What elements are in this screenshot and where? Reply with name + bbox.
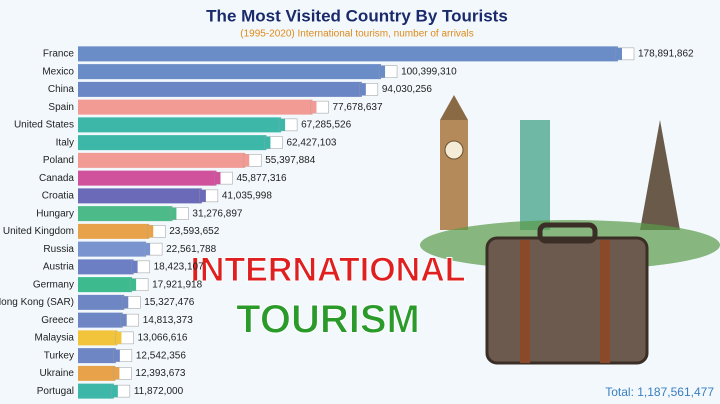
y-tick-label: Malaysia	[35, 333, 75, 344]
flag-stripe	[130, 278, 137, 291]
flag-stripe	[131, 260, 138, 273]
suitcase-handle	[537, 222, 598, 244]
y-tick-label: Hong Kong (SAR)	[0, 297, 74, 308]
y-tick-label: China	[48, 84, 75, 95]
y-tick-label: Germany	[33, 279, 74, 290]
value-label: 15,327,476	[144, 297, 194, 308]
y-tick-label: Croatia	[42, 191, 75, 202]
flag-stripe	[243, 154, 250, 167]
value-label: 18,423,107	[154, 262, 204, 273]
y-tick-label: Ukraine	[40, 368, 75, 379]
tower	[440, 120, 468, 230]
strap	[600, 240, 610, 363]
tower-roof	[440, 95, 468, 120]
flag-stripe	[113, 349, 120, 362]
flag-stripe	[359, 83, 366, 96]
y-tick-label: United Kingdom	[3, 226, 74, 237]
value-label: 17,921,918	[152, 279, 202, 290]
flag-stripe	[113, 367, 120, 380]
value-label: 67,285,526	[301, 120, 351, 131]
value-label: 45,877,316	[236, 173, 286, 184]
statue	[520, 120, 550, 230]
bar	[78, 99, 313, 115]
flag-stripe	[144, 243, 151, 256]
bar	[78, 117, 282, 133]
value-label: 94,030,256	[382, 84, 432, 95]
y-tick-label: Greece	[41, 315, 74, 326]
value-label: 41,035,998	[222, 191, 272, 202]
flag-stripe	[122, 296, 129, 309]
y-tick-label: Portugal	[37, 386, 74, 397]
bar	[78, 206, 173, 222]
annotation: INTERNATIONAL	[190, 251, 465, 289]
y-tick-label: Poland	[43, 155, 74, 166]
flag-stripe	[115, 331, 122, 344]
value-label: 12,393,673	[135, 368, 185, 379]
strap	[520, 240, 530, 363]
y-tick-label: United States	[14, 120, 74, 131]
flag-stripe	[310, 101, 317, 114]
illustration	[420, 95, 720, 365]
flag-stripe	[616, 47, 622, 60]
flag-stripe	[170, 207, 177, 220]
y-tick-label: France	[43, 49, 75, 60]
value-label: 178,891,862	[638, 49, 694, 60]
bar	[78, 330, 118, 346]
value-label: 13,066,616	[137, 333, 187, 344]
value-label: 22,561,788	[166, 244, 216, 255]
chart-title: The Most Visited Country By Tourists	[206, 6, 508, 25]
flag-stripe	[214, 172, 221, 185]
flag-stripe	[147, 225, 154, 238]
bar	[78, 46, 618, 62]
bar	[78, 348, 116, 364]
eiffel	[640, 120, 680, 230]
bar	[78, 259, 134, 275]
flag-stripe	[120, 314, 127, 327]
y-tick-label: Mexico	[42, 66, 74, 77]
bar	[78, 81, 362, 97]
y-tick-label: Canada	[39, 173, 74, 184]
clock	[444, 140, 464, 160]
value-label: 11,872,000	[134, 386, 184, 397]
bar	[78, 64, 382, 80]
bar	[78, 152, 246, 168]
flag-stripe	[111, 385, 118, 398]
bar	[78, 277, 133, 293]
y-tick-label: Russia	[43, 244, 74, 255]
y-tick-label: Spain	[48, 102, 74, 113]
value-label: 62,427,103	[286, 137, 336, 148]
bar	[78, 294, 125, 310]
bar	[78, 188, 202, 204]
y-tick-label: Hungary	[36, 208, 74, 219]
flag-stripe	[379, 65, 386, 78]
value-label: 23,593,652	[169, 226, 219, 237]
bar	[78, 223, 150, 239]
bar	[78, 241, 147, 257]
y-tick-label: Austria	[43, 262, 75, 273]
flag-stripe	[199, 189, 206, 202]
y-tick-label: Turkey	[44, 350, 74, 361]
bar	[78, 170, 217, 186]
flag-stripe	[279, 118, 286, 131]
value-label: 12,542,356	[136, 350, 186, 361]
bar	[78, 312, 123, 328]
value-label: 14,813,373	[143, 315, 193, 326]
value-label: 55,397,884	[265, 155, 315, 166]
bar	[78, 365, 116, 381]
bar	[78, 135, 267, 151]
value-label: 100,399,310	[401, 66, 457, 77]
value-label: 77,678,637	[332, 102, 382, 113]
y-tick-label: Italy	[56, 137, 74, 148]
chart-subtitle: (1995-2020) International tourism, numbe…	[240, 29, 473, 40]
suitcase	[485, 236, 649, 365]
bar	[78, 383, 114, 399]
flag-stripe	[264, 136, 271, 149]
annotation: TOURISM	[236, 298, 420, 342]
value-label: 31,276,897	[192, 208, 242, 219]
total: Total: 1,187,561,477	[605, 385, 714, 399]
